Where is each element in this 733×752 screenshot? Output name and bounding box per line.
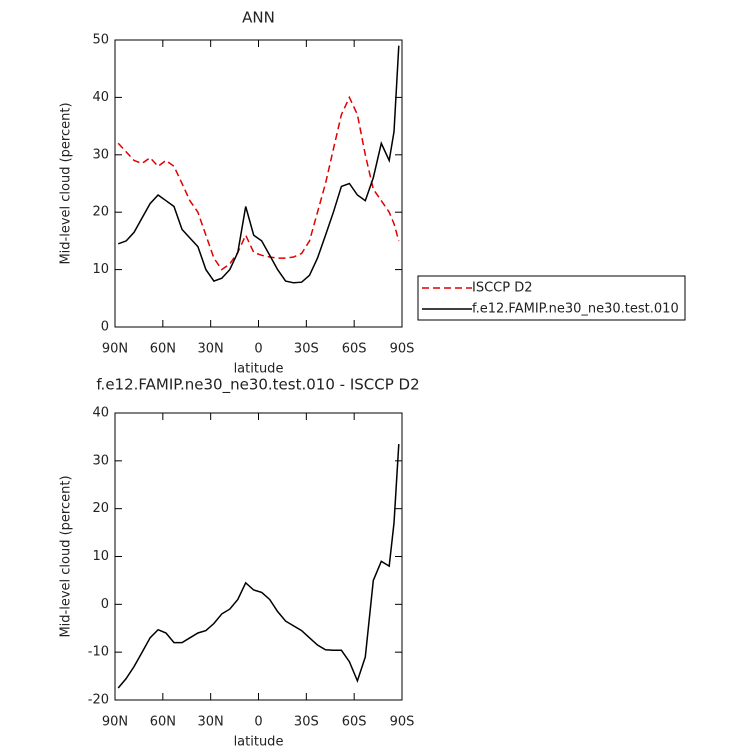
plot-frame [114,39,403,328]
y-tick-label: 0 [101,597,109,612]
y-axis-label: Mid-level cloud (percent) [59,475,74,637]
legend: ISCCP D2 f.e12.FAMIP.ne30_ne30.test.010 [417,275,686,321]
y-tick-label: 50 [92,33,109,48]
y-tick-label: 40 [92,90,109,105]
x-tick-label: 30N [198,342,224,357]
x-tick-label: 90N [102,342,128,357]
x-tick-label: 60S [342,342,367,357]
legend-label: ISCCP D2 [472,281,533,296]
series-line [117,45,400,284]
x-tick-label: 60N [150,715,176,730]
y-tick-label: 20 [92,501,109,516]
y-tick-label: -10 [88,645,109,660]
y-tick-label: 30 [92,147,109,162]
x-tick-label: 90S [390,715,415,730]
x-tick-label: 30S [294,342,319,357]
x-tick-label: 60N [150,342,176,357]
y-axis-label: Mid-level cloud (percent) [59,102,74,264]
x-axis-label: latitude [234,362,284,377]
plot-frame [114,412,403,701]
series-line [117,95,400,271]
legend-box [417,275,686,321]
legend-label: f.e12.FAMIP.ne30_ne30.test.010 [472,302,679,317]
y-tick-label: 30 [92,453,109,468]
x-axis-label: latitude [234,735,284,750]
y-tick-label: -20 [88,693,109,708]
y-tick-label: 20 [92,205,109,220]
chart-title: ANN [242,9,275,27]
x-tick-label: 60S [342,715,367,730]
series-line [117,444,400,689]
y-tick-label: 10 [92,262,109,277]
chart-title: f.e12.FAMIP.ne30_ne30.test.010 - ISCCP D… [96,376,419,395]
x-tick-label: 30S [294,715,319,730]
y-tick-label: 40 [92,406,109,421]
x-tick-label: 90S [390,342,415,357]
x-tick-label: 90N [102,715,128,730]
x-tick-label: 30N [198,715,224,730]
y-tick-label: 10 [92,549,109,564]
x-tick-label: 0 [254,715,262,730]
y-tick-label: 0 [101,320,109,335]
x-tick-label: 0 [254,342,262,357]
